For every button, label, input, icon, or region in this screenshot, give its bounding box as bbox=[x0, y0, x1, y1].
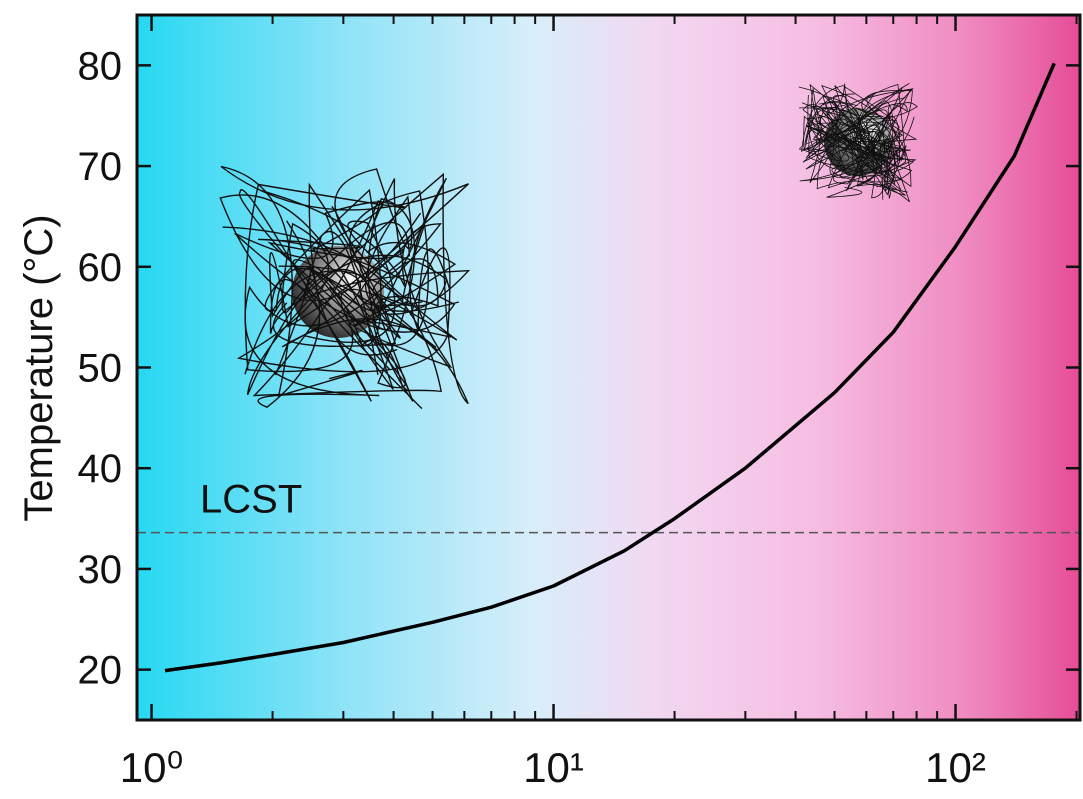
y-tick-label: 80 bbox=[78, 44, 123, 88]
x-tick-label: 10⁰ bbox=[120, 744, 184, 791]
y-tick-label: 20 bbox=[78, 649, 123, 693]
x-tick-label: 10¹ bbox=[523, 744, 584, 791]
x-tick-label: 10² bbox=[925, 744, 986, 791]
y-tick-label: 50 bbox=[78, 347, 123, 391]
annotation: LCST bbox=[200, 478, 302, 522]
y-tick-label: 30 bbox=[78, 548, 123, 592]
chart: LCST Temperature (°C) 20 30 40 50 60 70 80 10⁰ 1… bbox=[0, 0, 1083, 799]
y-tick-label: 60 bbox=[78, 246, 123, 290]
y-tick-label: 70 bbox=[78, 145, 123, 189]
y-tick-label: 40 bbox=[78, 447, 123, 491]
y-axis-label: Temperature (°C) bbox=[17, 214, 61, 521]
